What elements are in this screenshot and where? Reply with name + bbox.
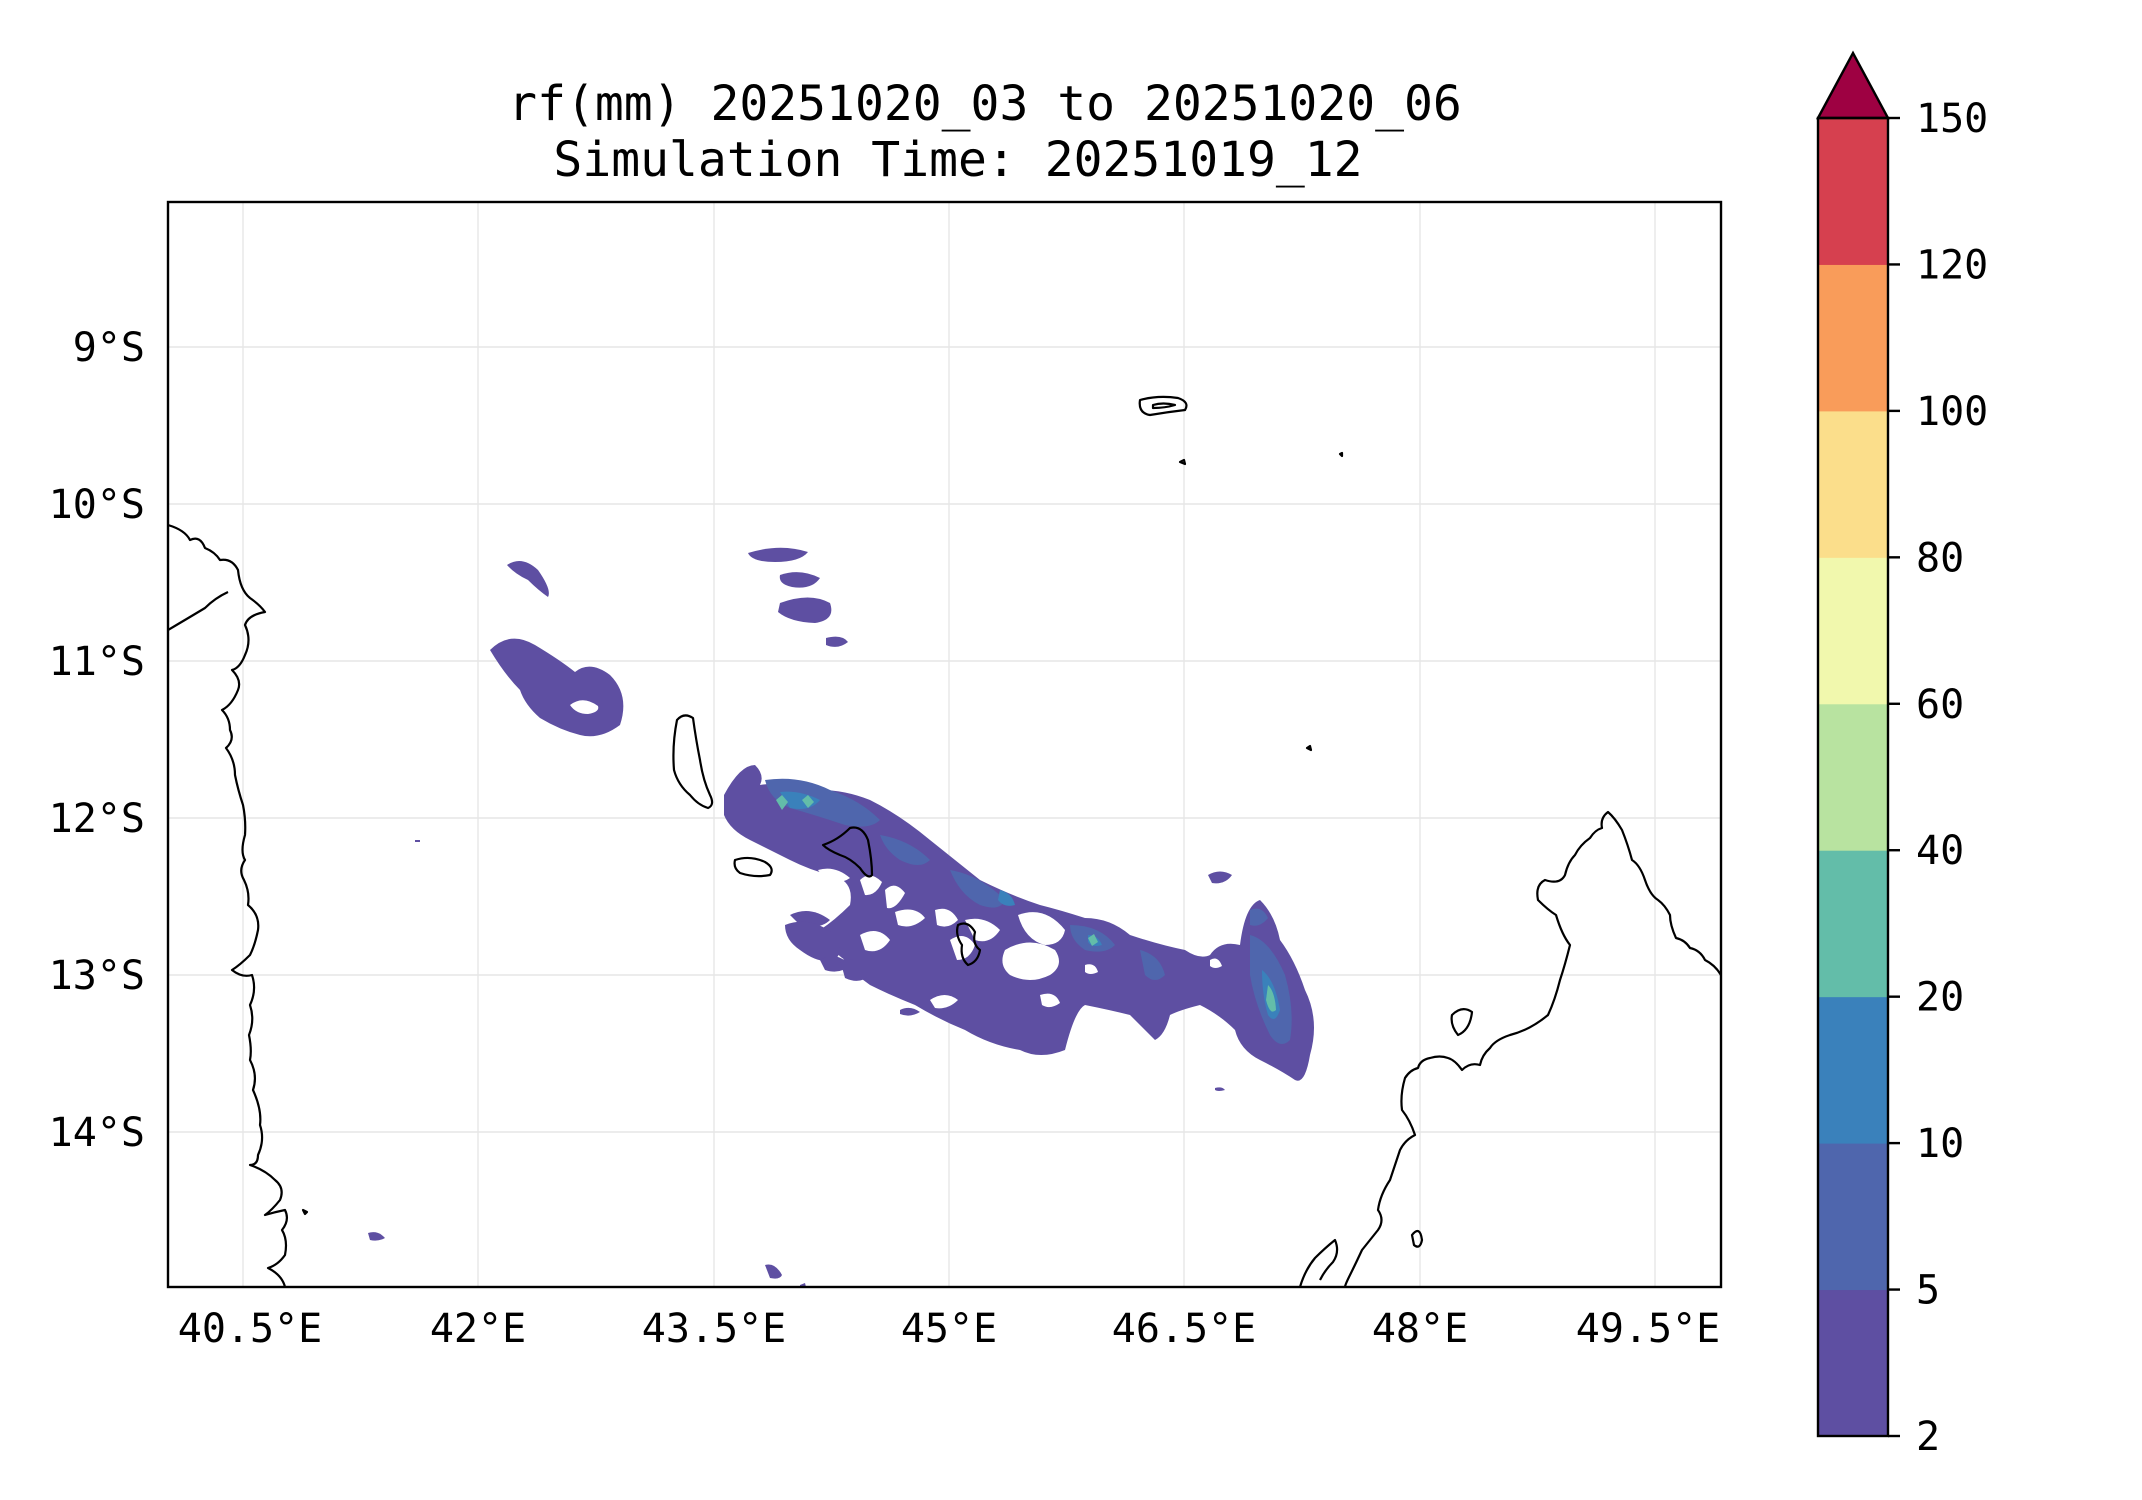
x-tick-label: 43.5°E xyxy=(642,1306,787,1352)
coastline-anjouan xyxy=(821,826,874,878)
colorbar-tick-label: 60 xyxy=(1916,682,1964,728)
colorbar-segment xyxy=(1818,703,1888,851)
colorbar-segment xyxy=(1818,1289,1888,1437)
colorbar-segment xyxy=(1818,118,1888,265)
rainfall-band-20-40 xyxy=(776,795,1276,1012)
colorbar-tick-label: 150 xyxy=(1916,96,1988,142)
colorbar-tick-label: 40 xyxy=(1916,828,1964,874)
colorbar-tick-label: 120 xyxy=(1916,242,1988,288)
colorbar-ticks: 2 5 10 20 40 60 80 100 120 150 xyxy=(1888,96,1988,1460)
y-axis-ticks: 9°S 10°S 11°S 12°S 13°S 14°S xyxy=(49,325,145,1156)
rainfall-contours xyxy=(368,547,1314,1287)
coastline-moheli xyxy=(733,856,773,878)
y-tick-label: 13°S xyxy=(49,953,145,999)
x-tick-label: 48°E xyxy=(1372,1306,1468,1352)
x-axis-ticks: 40.5°E 42°E 43.5°E 45°E 46.5°E 48°E 49.5… xyxy=(178,1306,1721,1352)
coastline-aldabra xyxy=(1138,395,1188,417)
x-tick-label: 40.5°E xyxy=(178,1306,323,1352)
y-tick-label: 9°S xyxy=(73,325,145,371)
coastline-africa xyxy=(168,523,289,1287)
gridlines xyxy=(168,202,1721,1287)
y-tick-label: 10°S xyxy=(49,482,145,528)
coastlines xyxy=(168,395,1721,1287)
rainfall-band-2-5 xyxy=(368,547,1314,1287)
y-tick-label: 11°S xyxy=(49,639,145,685)
colorbar-segments xyxy=(1818,118,1888,1437)
colorbar-segment xyxy=(1818,410,1888,558)
colorbar-segment xyxy=(1818,850,1888,998)
colorbar-frame xyxy=(1816,116,1890,1438)
colorbar-segment xyxy=(1818,557,1888,705)
colorbar-tick-label: 20 xyxy=(1916,975,1964,1021)
map-frame xyxy=(166,200,1723,1289)
coastline-grande-comore xyxy=(672,714,714,810)
rainfall-band-gaps xyxy=(818,868,1222,1009)
coastline-mayotte xyxy=(956,922,982,967)
colorbar-segment xyxy=(1818,1143,1888,1291)
y-tick-label: 12°S xyxy=(49,796,145,842)
colorbar-tick-label: 100 xyxy=(1916,389,1988,435)
x-tick-label: 42°E xyxy=(430,1306,526,1352)
colorbar-tick-label: 10 xyxy=(1916,1121,1964,1167)
map-title-line2: Simulation Time: 20251019_12 xyxy=(553,132,1362,188)
colorbar-segment xyxy=(1818,996,1888,1144)
colorbar-extend-triangle xyxy=(1815,50,1891,120)
coastline-madagascar xyxy=(1343,810,1721,1287)
x-tick-label: 46.5°E xyxy=(1112,1306,1257,1352)
x-tick-label: 45°E xyxy=(901,1306,997,1352)
colorbar-segment xyxy=(1818,264,1888,412)
colorbar: 2 5 10 20 40 60 80 100 120 150 xyxy=(1815,50,1988,1460)
map-title-line1: rf(mm) 20251020_03 to 20251020_06 xyxy=(508,76,1462,132)
x-tick-label: 49.5°E xyxy=(1576,1306,1721,1352)
colorbar-tick-label: 80 xyxy=(1916,535,1964,581)
map-plot-area xyxy=(166,200,1723,1289)
y-tick-label: 14°S xyxy=(49,1110,145,1156)
colorbar-tick-label: 5 xyxy=(1916,1268,1940,1314)
colorbar-tick-label: 2 xyxy=(1916,1414,1940,1460)
